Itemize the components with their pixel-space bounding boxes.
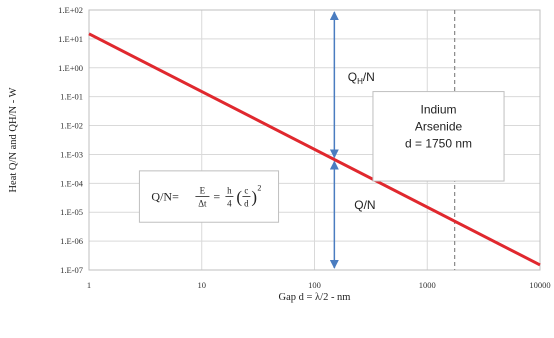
- heat-line: [88, 32, 541, 267]
- formula-equals: =: [213, 190, 220, 204]
- x-tick-label: 10: [198, 280, 207, 290]
- formula-h: h: [227, 186, 232, 196]
- qh-label-subscript: H: [357, 77, 363, 86]
- y-tick-label: 1.E+00: [58, 63, 83, 73]
- series: [88, 32, 541, 267]
- y-tick-label: 1.E+01: [58, 34, 83, 44]
- y-tick-label: 1.E-06: [60, 236, 83, 246]
- formula: Q/N= E Δt = h 4 (cd) 2: [151, 184, 261, 209]
- x-tick-label: 10000: [529, 280, 550, 290]
- material-line-3: d = 1750 nm: [405, 137, 472, 151]
- formula-paren-close: ): [251, 188, 257, 207]
- y-axis-title: Heat Q/N and QH/N - W: [8, 87, 19, 192]
- formula-lhs: Q/N=: [151, 190, 179, 204]
- x-axis-title: Gap d = λ/2 - nm: [279, 292, 351, 303]
- formula-d: d: [244, 199, 249, 209]
- qh-label-suffix: /N: [363, 70, 375, 84]
- formula-c: c: [244, 186, 248, 196]
- x-tick-label: 100: [308, 280, 321, 290]
- material-box: [372, 91, 505, 182]
- qh-label: QH/N: [348, 70, 375, 86]
- formula-four: 4: [227, 199, 232, 209]
- y-tick-label: 1.E-07: [60, 265, 83, 275]
- formula-delta-t: Δt: [198, 199, 207, 209]
- q-label: Q/N: [354, 198, 375, 212]
- material-line-2: Arsenide: [415, 120, 463, 134]
- formula-paren-open: (: [236, 188, 242, 207]
- plot-frame: [88, 9, 541, 271]
- x-tick-label: 1: [87, 280, 91, 290]
- qh-label-main: Q: [348, 70, 357, 84]
- y-tick-label: 1.E-03: [60, 149, 83, 159]
- y-tick-label: 1.E-05: [60, 207, 83, 217]
- y-tick-label: 1.E+02: [58, 5, 83, 15]
- y-axis-ticks: 1.E+02 1.E+01 1.E+00 1.E-01 1.E-02 1.E-03 1.E-…: [58, 5, 84, 275]
- formula-energy: E: [200, 186, 206, 196]
- y-tick-label: 1.E-01: [60, 92, 83, 102]
- y-tick-label: 1.E-04: [60, 178, 84, 188]
- x-axis-ticks: 1 10 100 1000 10000: [87, 280, 551, 290]
- formula-exponent: 2: [257, 184, 261, 193]
- x-tick-label: 1000: [419, 280, 436, 290]
- y-tick-label: 1.E-02: [60, 121, 83, 131]
- material-line-1: Indium: [420, 103, 456, 117]
